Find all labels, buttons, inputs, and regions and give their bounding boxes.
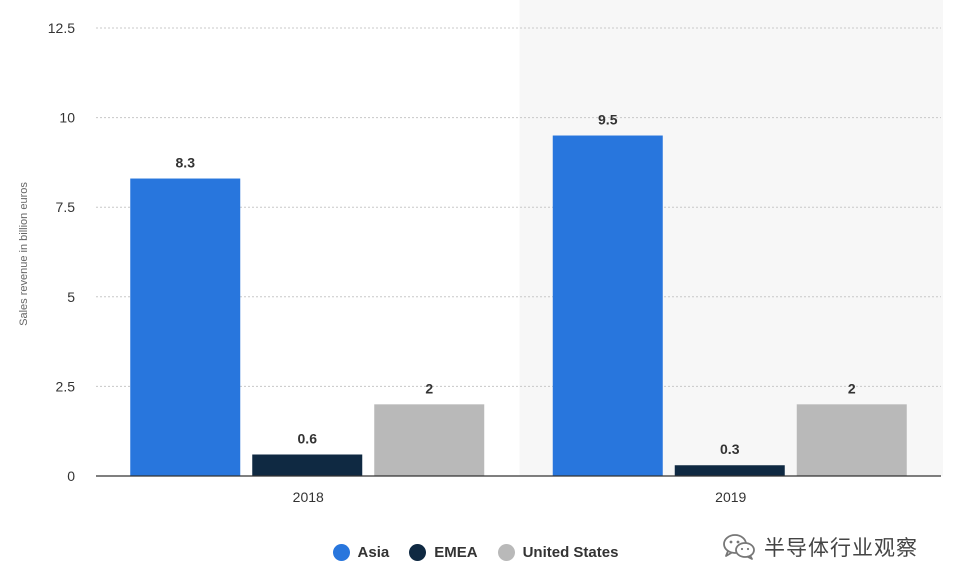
legend-label-emea: EMEA [434,543,478,561]
bar-asia-2018[interactable] [130,178,241,476]
legend-label-asia: Asia [357,543,390,561]
bar-emea-2018[interactable] [252,454,363,476]
data-label-emea-2018: 0.6 [298,430,318,446]
y-tick-label: 12.5 [48,20,75,36]
bar-asia-2019[interactable] [552,135,663,476]
bar-emea-2019[interactable] [674,465,785,476]
legend-swatch-asia [332,543,350,561]
watermark-text: 半导体行业观察 [764,536,918,560]
data-label-united-states-2018: 2 [425,380,433,396]
legend-item-asia[interactable]: Asia [332,543,390,561]
x-tick-label: 2019 [715,489,746,505]
data-label-asia-2019: 9.5 [598,112,618,128]
data-label-asia-2018: 8.3 [176,155,196,171]
legend: Asia EMEA United States [0,538,957,566]
y-tick-label: 7.5 [56,199,76,215]
legend-label-united-states: United States [522,543,619,561]
bar-united-states-2018[interactable] [374,404,485,476]
y-tick-label: 10 [59,110,75,126]
legend-swatch-emea [409,543,427,561]
data-label-united-states-2019: 2 [848,380,856,396]
y-tick-label: 0 [67,468,75,484]
legend-swatch-united-states [497,543,515,561]
y-tick-label: 2.5 [56,378,76,394]
y-tick-label: 5 [67,289,75,305]
data-label-emea-2019: 0.3 [720,441,740,457]
legend-item-emea[interactable]: EMEA [409,543,478,561]
watermark: 半导体行业观察 [722,532,918,562]
bar-united-states-2019[interactable] [796,404,907,476]
wechat-icon [723,534,755,560]
x-tick-label: 2018 [293,489,324,505]
legend-item-united-states[interactable]: United States [497,543,619,561]
y-axis-label: Sales revenue in billion euros [18,182,30,326]
